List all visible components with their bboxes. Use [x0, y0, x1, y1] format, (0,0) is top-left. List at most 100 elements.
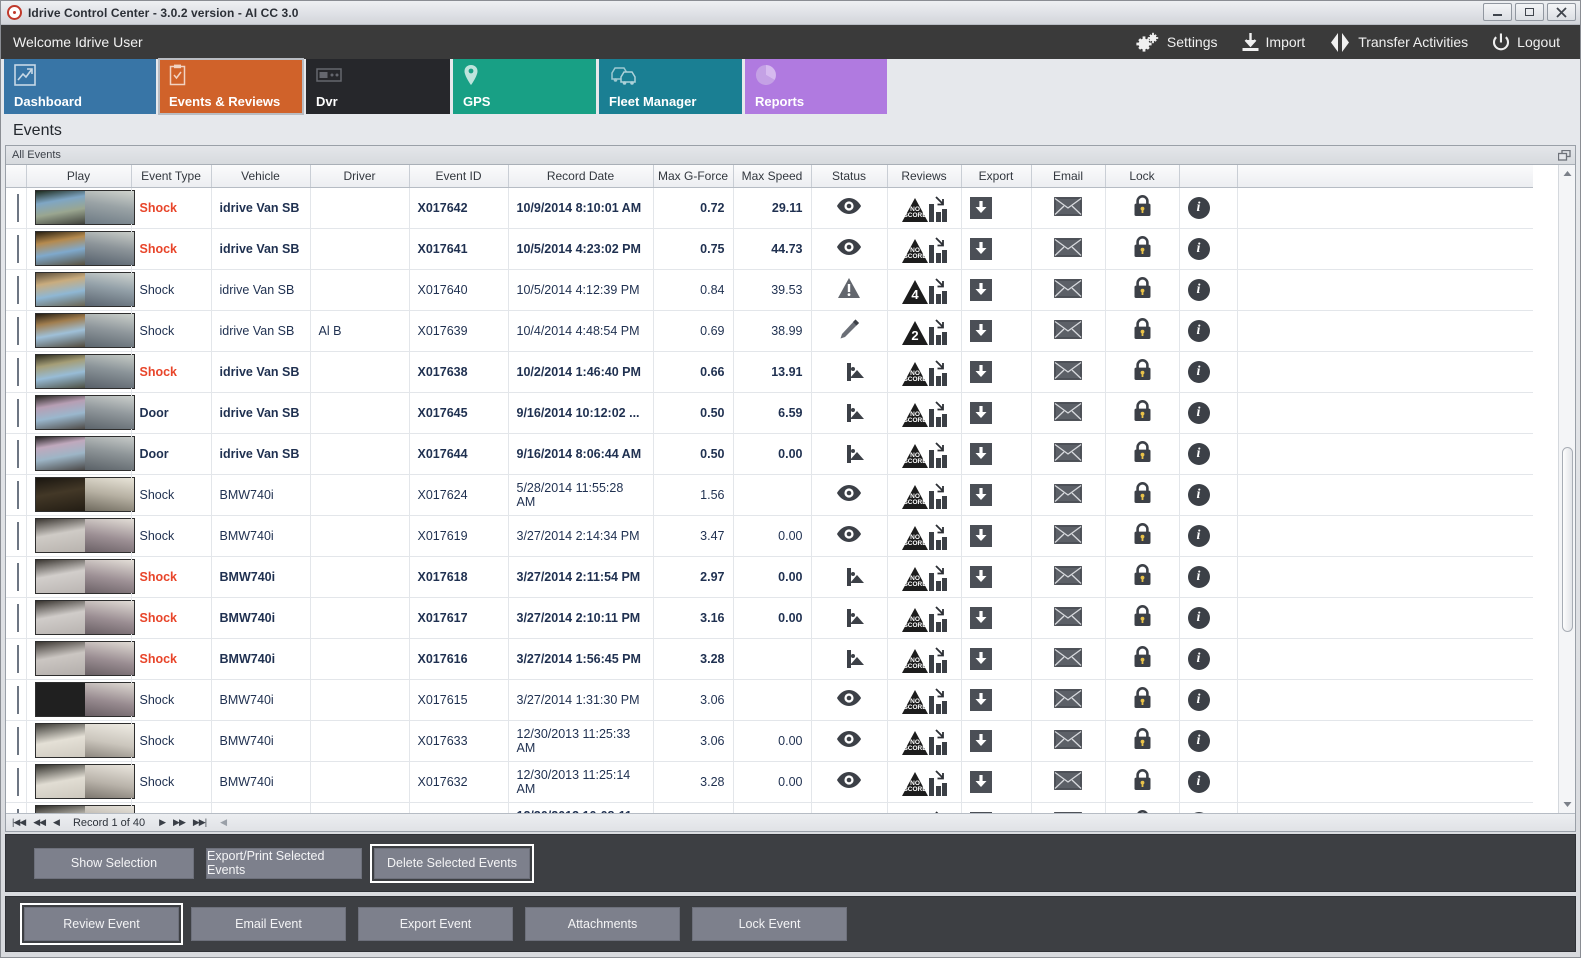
cell-email[interactable]: [1031, 761, 1106, 803]
cell-info[interactable]: i: [1179, 679, 1238, 721]
table-row[interactable]: Door idrive Van SB X017644 9/16/2014 8:0…: [6, 433, 1533, 475]
cell-status[interactable]: [811, 228, 888, 270]
video-thumbnail[interactable]: [34, 764, 135, 799]
row-select-cell[interactable]: [6, 720, 27, 762]
cell-export[interactable]: [961, 515, 1032, 557]
eye-icon[interactable]: [836, 526, 862, 546]
play-thumbnail-cell[interactable]: [26, 638, 135, 680]
cell-lock[interactable]: [1105, 802, 1180, 813]
cell-lock[interactable]: [1105, 638, 1180, 680]
image-icon[interactable]: [847, 608, 851, 627]
cell-lock[interactable]: [1105, 351, 1180, 393]
cell-info[interactable]: i: [1179, 187, 1238, 229]
cell-email[interactable]: [1031, 310, 1106, 352]
cell-email[interactable]: [1031, 392, 1106, 434]
info-circle-icon[interactable]: i: [1187, 442, 1210, 465]
close-button[interactable]: [1547, 3, 1576, 21]
cell-info[interactable]: i: [1179, 638, 1238, 680]
row-select-cell[interactable]: [6, 802, 27, 813]
play-thumbnail-cell[interactable]: [26, 269, 135, 311]
play-thumbnail-cell[interactable]: [26, 392, 135, 434]
download-arrow-icon[interactable]: [969, 483, 992, 506]
info-circle-icon[interactable]: i: [1187, 811, 1210, 813]
scroll-down-arrow-icon[interactable]: [1559, 796, 1575, 813]
prev-record-icon[interactable]: ◀: [53, 817, 60, 827]
cell-export[interactable]: [961, 679, 1032, 721]
info-circle-icon[interactable]: i: [1187, 401, 1210, 424]
padlock-icon[interactable]: [1133, 195, 1152, 220]
logout-menu-item[interactable]: Logout: [1492, 33, 1560, 52]
info-circle-icon[interactable]: i: [1187, 565, 1210, 588]
info-circle-icon[interactable]: i: [1187, 196, 1210, 219]
table-row[interactable]: Shock BMW740i X017633 12/30/2013 11:25:3…: [6, 720, 1533, 762]
image-icon[interactable]: [847, 649, 851, 668]
row-select-cell[interactable]: [6, 310, 27, 352]
envelope-icon[interactable]: [1054, 647, 1082, 670]
cell-email[interactable]: [1031, 638, 1106, 680]
download-arrow-icon[interactable]: [969, 729, 992, 752]
download-arrow-icon[interactable]: [969, 524, 992, 547]
row-select-cell[interactable]: [6, 556, 27, 598]
cell-info[interactable]: i: [1179, 720, 1238, 762]
eye-icon[interactable]: [836, 485, 862, 505]
column-header-event-type[interactable]: Event Type: [131, 165, 212, 188]
column-header-export[interactable]: Export: [961, 165, 1032, 188]
column-header-event-id[interactable]: Event ID: [409, 165, 509, 188]
image-icon[interactable]: [847, 567, 851, 586]
module-tab-events-reviews[interactable]: Events & Reviews: [158, 58, 304, 115]
envelope-icon[interactable]: [1054, 442, 1082, 465]
download-arrow-icon[interactable]: [969, 565, 992, 588]
play-thumbnail-cell[interactable]: [26, 597, 135, 639]
video-thumbnail[interactable]: [34, 395, 135, 430]
video-thumbnail[interactable]: [34, 600, 135, 635]
row-select-cell[interactable]: [6, 761, 27, 803]
info-circle-icon[interactable]: i: [1187, 729, 1210, 752]
table-row[interactable]: Shock BMW740i X017624 5/28/2014 11:55:28…: [6, 474, 1533, 516]
info-circle-icon[interactable]: i: [1187, 360, 1210, 383]
video-thumbnail[interactable]: [34, 313, 135, 348]
padlock-icon[interactable]: [1133, 523, 1152, 548]
cell-email[interactable]: [1031, 433, 1106, 475]
envelope-icon[interactable]: [1054, 319, 1082, 342]
download-arrow-icon[interactable]: [969, 811, 992, 813]
info-circle-icon[interactable]: i: [1187, 483, 1210, 506]
cell-lock[interactable]: [1105, 761, 1180, 803]
padlock-icon[interactable]: [1133, 687, 1152, 712]
image-icon[interactable]: [847, 403, 851, 422]
row-select-cell[interactable]: [6, 515, 27, 557]
cell-export[interactable]: [961, 597, 1032, 639]
cell-info[interactable]: i: [1179, 761, 1238, 803]
cell-status[interactable]: [811, 515, 888, 557]
info-circle-icon[interactable]: i: [1187, 237, 1210, 260]
play-thumbnail-cell[interactable]: [26, 720, 135, 762]
module-tab-reports[interactable]: Reports: [745, 59, 887, 114]
info-circle-icon[interactable]: i: [1187, 278, 1210, 301]
table-row[interactable]: Door idrive Van SB X017645 9/16/2014 10:…: [6, 392, 1533, 434]
cell-lock[interactable]: [1105, 433, 1180, 475]
column-header-max-speed[interactable]: Max Speed: [733, 165, 812, 188]
first-record-icon[interactable]: |◀◀: [12, 817, 26, 827]
download-arrow-icon[interactable]: [969, 196, 992, 219]
video-thumbnail[interactable]: [34, 190, 135, 225]
eye-icon[interactable]: [836, 690, 862, 710]
cell-info[interactable]: i: [1179, 474, 1238, 516]
next-page-icon[interactable]: ▶▶: [173, 817, 186, 827]
cell-lock[interactable]: [1105, 187, 1180, 229]
info-circle-icon[interactable]: i: [1187, 319, 1210, 342]
cell-email[interactable]: [1031, 474, 1106, 516]
video-thumbnail[interactable]: [34, 641, 135, 676]
cell-export[interactable]: [961, 269, 1032, 311]
cell-lock[interactable]: [1105, 720, 1180, 762]
download-arrow-icon[interactable]: [969, 688, 992, 711]
cell-status[interactable]: [811, 802, 888, 813]
eye-icon[interactable]: [836, 772, 862, 792]
